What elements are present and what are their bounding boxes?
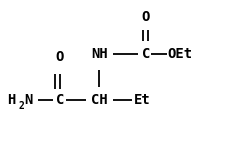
Text: 2: 2 xyxy=(18,101,24,111)
Text: NH: NH xyxy=(91,47,108,61)
Text: Et: Et xyxy=(134,93,150,107)
Text: OEt: OEt xyxy=(168,47,193,61)
Text: O: O xyxy=(56,50,64,64)
Text: O: O xyxy=(142,10,150,24)
Text: C: C xyxy=(56,93,64,107)
Text: H: H xyxy=(7,93,16,107)
Text: N: N xyxy=(24,93,33,107)
Text: C: C xyxy=(142,47,150,61)
Text: CH: CH xyxy=(91,93,108,107)
